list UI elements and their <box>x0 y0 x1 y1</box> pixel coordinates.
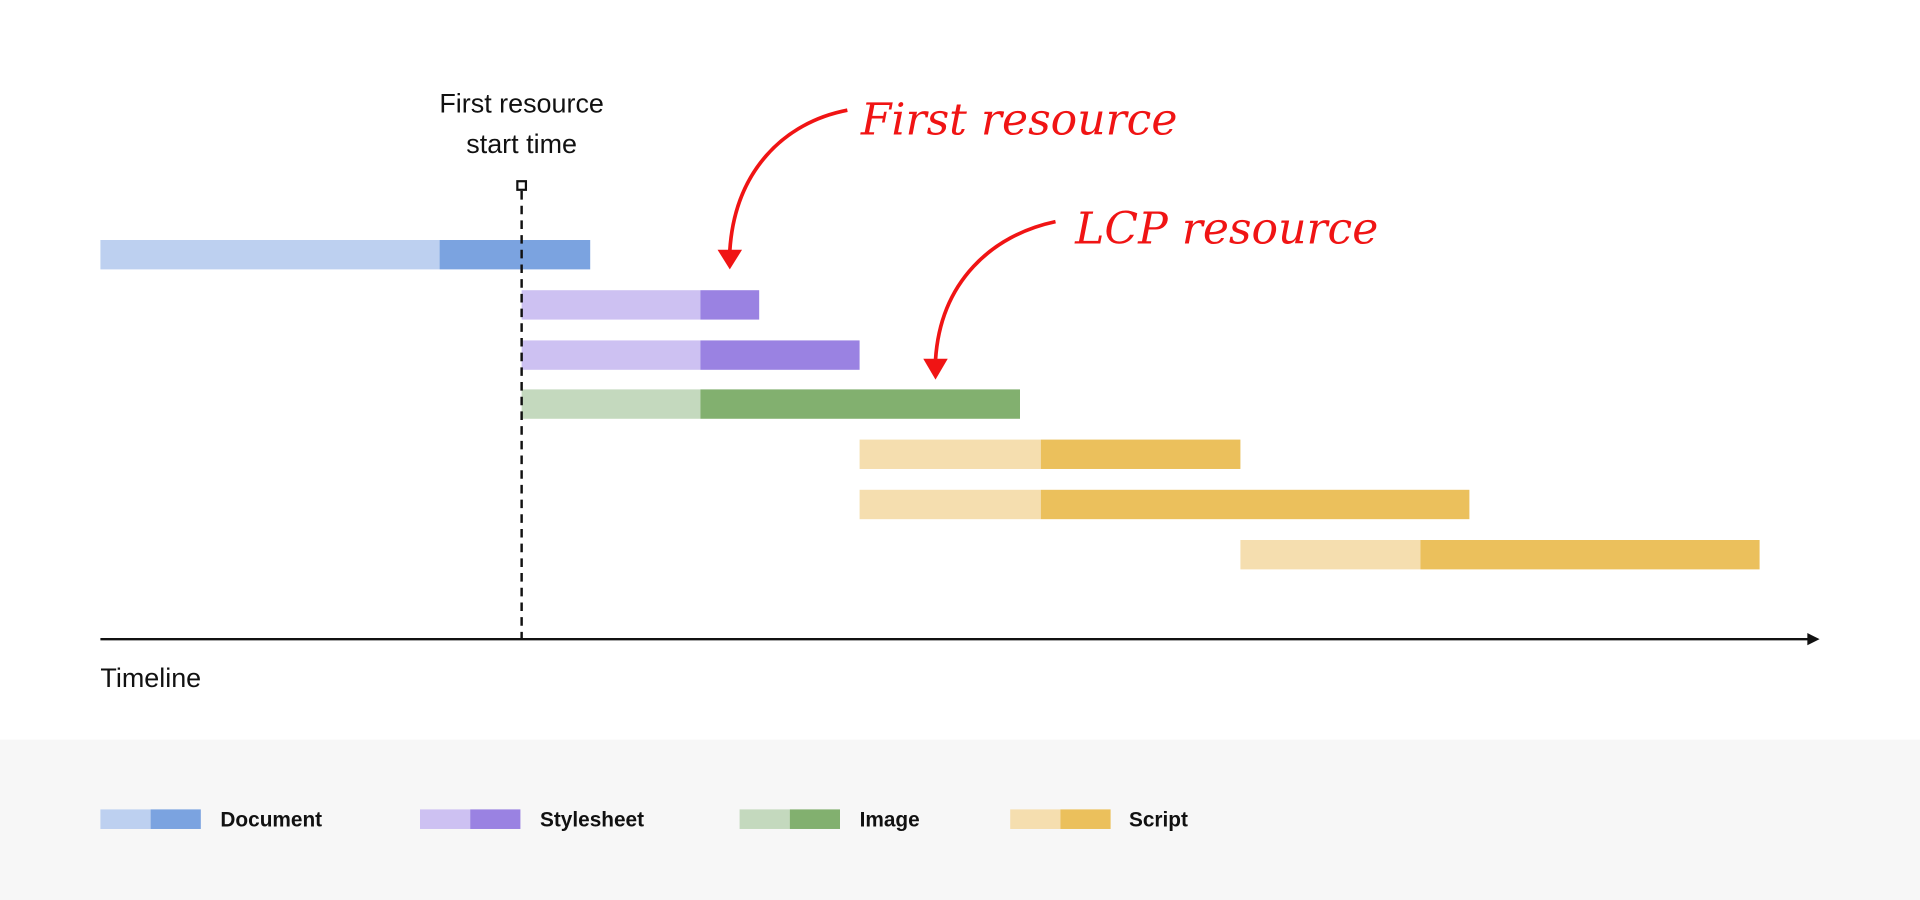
bar-download <box>700 340 860 370</box>
bar-download <box>439 240 591 270</box>
legend-swatch <box>150 809 201 829</box>
legend-swatch <box>1060 809 1111 829</box>
callout-arrow <box>933 219 1056 361</box>
bar-wait <box>1240 540 1421 570</box>
bar-download <box>1040 489 1470 520</box>
bar-wait <box>521 389 701 419</box>
bar-download <box>1420 540 1760 570</box>
callout-arrowhead <box>717 249 743 270</box>
callout-arrowhead <box>923 358 948 380</box>
marker-label: First resource <box>439 89 604 119</box>
legend-label: Document <box>220 809 322 832</box>
legend-label: Image <box>860 809 920 832</box>
legend-label: Script <box>1129 809 1188 832</box>
axis-arrowhead <box>1807 633 1820 646</box>
callout-label: First resource <box>860 95 1178 146</box>
marker-label: start time <box>466 129 577 159</box>
legend-swatch <box>1010 809 1061 829</box>
bar-wait <box>521 340 701 370</box>
marker-handle <box>516 180 528 191</box>
bar-download <box>700 290 760 320</box>
legend-swatch <box>789 809 840 829</box>
legend-swatch <box>420 809 471 829</box>
legend-background <box>0 739 1920 900</box>
bar-wait <box>521 290 701 320</box>
bar-wait <box>859 439 1041 469</box>
legend: Document Stylesheet Image Script <box>100 809 1188 832</box>
legend-swatch <box>470 809 521 829</box>
axis-label: Timeline <box>100 663 201 693</box>
bar-wait <box>859 489 1041 520</box>
legend-label: Stylesheet <box>540 809 644 832</box>
bar-download <box>1040 439 1241 469</box>
bar-download <box>700 389 1020 419</box>
callout-label: LCP resource <box>1074 204 1378 255</box>
legend-swatch <box>100 809 151 829</box>
waterfall <box>100 240 1760 570</box>
legend-swatch <box>739 809 790 829</box>
bar-wait <box>100 240 440 270</box>
callout-arrow <box>727 108 848 252</box>
